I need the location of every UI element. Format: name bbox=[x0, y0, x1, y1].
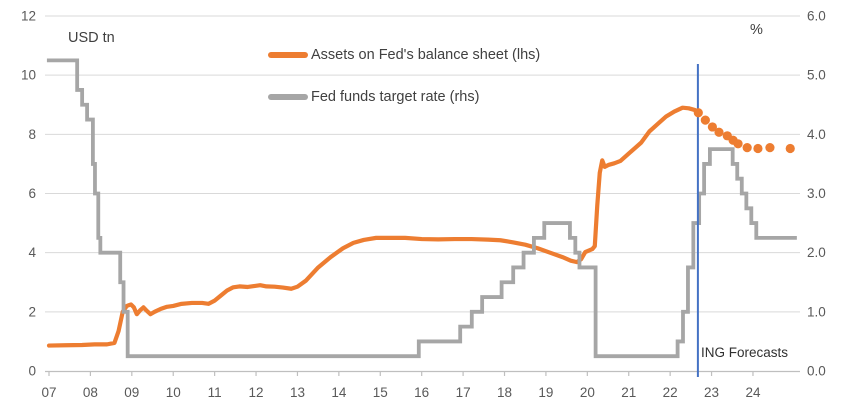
right-axis-tick-label: 5.0 bbox=[807, 68, 826, 83]
legend-swatch-balance-sheet bbox=[268, 52, 308, 58]
legend-item-fed-funds: Fed funds target rate (rhs) bbox=[268, 88, 479, 106]
right-axis-title: % bbox=[750, 22, 763, 38]
x-axis-tick-label: 09 bbox=[124, 385, 139, 400]
x-axis-tick-label: 19 bbox=[538, 385, 553, 400]
legend-label-fed-funds: Fed funds target rate (rhs) bbox=[311, 89, 480, 105]
x-axis-tick-label: 20 bbox=[580, 385, 595, 400]
x-axis-tick-label: 23 bbox=[704, 385, 719, 400]
right-axis-tick-label: 2.0 bbox=[807, 245, 826, 260]
x-axis-tick-label: 16 bbox=[414, 385, 429, 400]
x-axis-tick-label: 14 bbox=[331, 385, 347, 400]
x-axis-tick-label: 22 bbox=[663, 385, 678, 400]
legend-label-balance-sheet: Assets on Fed's balance sheet (lhs) bbox=[311, 47, 541, 63]
left-axis-tick-label: 10 bbox=[21, 68, 36, 83]
balance-sheet-forecast-dot bbox=[700, 115, 710, 125]
x-axis-tick-label: 17 bbox=[456, 385, 471, 400]
left-axis-tick-label: 0 bbox=[28, 364, 36, 379]
x-axis-tick-label: 18 bbox=[497, 385, 512, 400]
legend-item-balance-sheet: Assets on Fed's balance sheet (lhs) bbox=[268, 46, 540, 64]
x-axis-tick-label: 08 bbox=[83, 385, 98, 400]
left-axis-title: USD tn bbox=[68, 30, 115, 46]
left-axis-tick-label: 2 bbox=[28, 304, 36, 319]
balance-sheet-forecast-dot bbox=[693, 108, 703, 118]
balance-sheet-forecast-dot bbox=[742, 143, 752, 153]
x-axis-tick-label: 21 bbox=[621, 385, 636, 400]
legend-swatch-fed-funds bbox=[268, 94, 308, 100]
right-axis-tick-label: 1.0 bbox=[807, 304, 826, 319]
balance-sheet-forecast-dot bbox=[733, 139, 743, 149]
balance-sheet-forecast-dot bbox=[753, 143, 763, 154]
right-axis-tick-label: 3.0 bbox=[807, 186, 826, 201]
left-axis-tick-label: 12 bbox=[21, 9, 36, 24]
balance-sheet-forecast-dot bbox=[785, 143, 795, 154]
right-axis-tick-label: 6.0 bbox=[807, 9, 826, 24]
forecast-annotation: ING Forecasts bbox=[701, 345, 789, 360]
right-axis-tick-label: 4.0 bbox=[807, 127, 826, 142]
x-axis-tick-label: 12 bbox=[249, 385, 264, 400]
x-axis-tick-label: 10 bbox=[166, 385, 181, 400]
right-axis-tick-label: 0.0 bbox=[807, 364, 826, 379]
fed-funds-rate-line bbox=[46, 58, 797, 359]
balance-sheet-forecast-dot bbox=[707, 122, 717, 132]
balance-sheet-forecast-dot bbox=[765, 143, 775, 153]
x-axis-tick-label: 11 bbox=[208, 385, 222, 400]
x-axis-tick-label: 15 bbox=[373, 385, 388, 400]
x-axis-tick-label: 24 bbox=[745, 385, 761, 400]
x-axis-tick-label: 13 bbox=[290, 385, 305, 400]
balance-sheet-line bbox=[46, 105, 698, 348]
x-axis-tick-label: 07 bbox=[41, 385, 56, 400]
left-axis-tick-label: 8 bbox=[28, 127, 36, 142]
left-axis-tick-label: 4 bbox=[28, 245, 36, 260]
balance-sheet-forecast-dot bbox=[714, 127, 724, 137]
left-axis-tick-label: 6 bbox=[28, 186, 36, 201]
